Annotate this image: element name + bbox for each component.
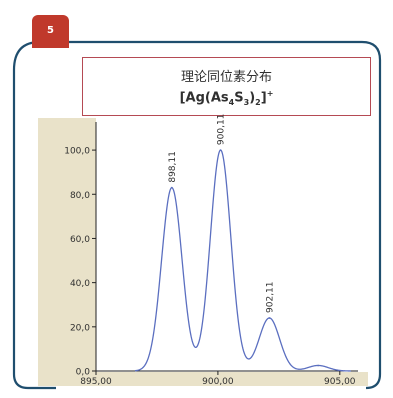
y-tick-label: 0,0 [76,368,91,378]
formula-part: ) [249,90,256,106]
chart-title: 理论同位素分布 [180,70,272,85]
y-tick-label: 60,0 [70,235,90,245]
peak-label: 900,11 [217,114,227,146]
peak-label: 902,11 [265,281,275,313]
isotope-envelope-line [134,149,351,372]
chart-formula: [Ag(As4S3)2]+ [83,89,370,107]
formula-part: 4 [228,97,235,107]
formula-part: S [234,90,244,106]
y-tick-label: 80,0 [70,191,90,201]
y-tick-label: 40,0 [70,279,90,289]
peak-point [170,186,173,189]
x-axis-background [38,372,368,386]
x-tick-label: 895,00 [80,377,112,387]
y-tick-label: 20,0 [70,323,90,333]
formula-part: ] [260,90,267,106]
step-number-badge: 5 [32,15,69,48]
formula-part: [Ag(As [179,90,229,106]
peak-point [219,149,222,151]
formula-part: 2 [255,97,261,107]
peak-label: 898,11 [168,151,178,183]
y-axis-background [38,118,96,386]
formula-part: 3 [243,97,250,107]
peak-point [268,317,271,319]
x-tick-label: 905,00 [324,377,356,387]
chart-title-box: 理论同位素分布 [Ag(As4S3)2]+ [82,57,371,116]
formula-part: + [266,89,274,98]
x-tick-label: 900,00 [202,377,234,387]
y-tick-label: 100,0 [64,147,90,157]
peak-point [317,364,320,367]
